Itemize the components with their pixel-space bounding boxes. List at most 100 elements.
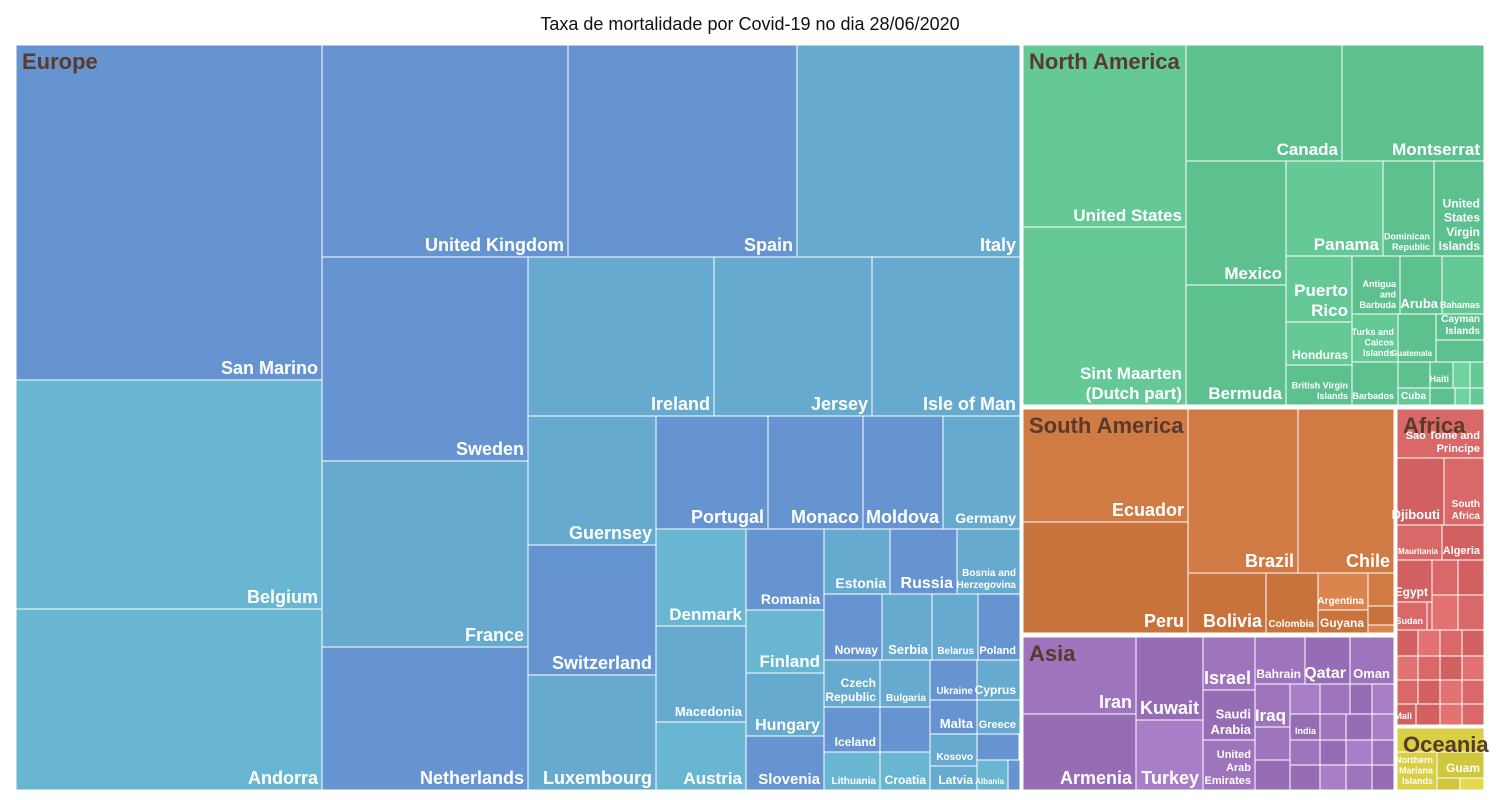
cell-africa-unlabeled [1415, 703, 1441, 726]
label-moldova: Moldova [866, 507, 940, 527]
cell-iceland [823, 706, 881, 753]
label-iran: Iran [1099, 692, 1132, 712]
cell-south-america-unlabeled [1367, 605, 1395, 626]
cell-ecuador [1022, 408, 1189, 523]
label-iceland: Iceland [835, 735, 876, 749]
label-ireland: Ireland [651, 394, 710, 414]
cell-egypt [1396, 559, 1433, 603]
cell-north-america-unlabeled [1469, 361, 1485, 389]
label-italy: Italy [980, 235, 1016, 255]
cell-africa-unlabeled [1439, 679, 1463, 705]
cell-mali [1396, 703, 1417, 726]
cell-asia-unlabeled [1319, 713, 1347, 741]
cell-asia-unlabeled [1289, 764, 1321, 791]
cell-chile [1297, 408, 1395, 574]
cell-africa-unlabeled [1457, 594, 1485, 631]
label-montserrat: Montserrat [1392, 140, 1480, 159]
label-chile: Chile [1346, 551, 1390, 571]
cell-portugal [655, 415, 769, 530]
cell-jersey [713, 256, 873, 417]
label-mexico: Mexico [1224, 264, 1282, 283]
cell-africa-unlabeled [1461, 703, 1485, 726]
label-saudi-arabia: Arabia [1211, 722, 1252, 737]
label-egypt: Egypt [1395, 585, 1428, 599]
cell-andorra [15, 608, 323, 791]
cell-asia-unlabeled [1319, 683, 1351, 715]
label-mali: Mali [1394, 711, 1412, 721]
label-slovenia: Slovenia [758, 771, 820, 788]
label-saudi-arabia: Saudi [1216, 707, 1251, 722]
label-sint-maarten-dutch-part: (Dutch part) [1086, 384, 1182, 403]
cell-asia-unlabeled [1371, 713, 1395, 741]
cell-moldova [862, 415, 944, 530]
cell-india [1289, 713, 1321, 741]
cell-bosnia-and-herzegovina [956, 528, 1021, 595]
label-united-states-virgin-islands: Virgin [1446, 225, 1480, 239]
cell-africa-unlabeled [1431, 594, 1459, 631]
label-austria: Austria [683, 769, 742, 788]
label-oman: Oman [1353, 666, 1390, 681]
cell-qatar [1304, 636, 1351, 685]
cell-turks-and-caicos-islands [1351, 313, 1399, 363]
label-south-africa: South [1452, 499, 1480, 510]
label-united-states-virgin-islands: States [1444, 211, 1480, 225]
cell-macedonia [655, 625, 747, 723]
region-label-asia: Asia [1029, 641, 1076, 666]
chart-title: Taxa de mortalidade por Covid-19 no dia … [540, 14, 960, 34]
cell-africa-unlabeled [1457, 559, 1485, 596]
label-kosovo: Kosovo [936, 752, 973, 763]
cell-honduras [1285, 321, 1353, 366]
label-sao-tome-and-principe: Sao Tome and [1406, 430, 1480, 442]
cell-bulgaria [879, 659, 931, 708]
cell-asia-unlabeled [1319, 739, 1347, 766]
label-british-virgin-islands: Islands [1317, 391, 1348, 401]
label-bahrain: Bahrain [1256, 667, 1301, 681]
cell-asia-unlabeled [1371, 764, 1395, 791]
cell-africa-unlabeled [1396, 679, 1419, 705]
label-norway: Norway [835, 643, 879, 657]
cell-djibouti [1396, 457, 1445, 526]
cell-romania [745, 528, 825, 611]
cell-lithuania [823, 751, 881, 791]
cell-oman [1349, 636, 1395, 685]
cell-europe-unlabeled [1007, 759, 1021, 791]
cell-san-marino [15, 44, 323, 381]
cell-asia-unlabeled [1289, 739, 1321, 766]
label-dominican-republic: Dominican [1384, 231, 1430, 241]
cell-guam [1436, 751, 1485, 779]
cell-kosovo [929, 733, 978, 767]
label-kuwait: Kuwait [1140, 698, 1199, 718]
label-brazil: Brazil [1245, 551, 1294, 571]
cell-asia-unlabeled [1254, 759, 1291, 791]
label-antigua-and-barbuda: Barbuda [1359, 300, 1397, 310]
cell-guyana [1317, 609, 1369, 634]
cell-north-america-unlabeled [1454, 387, 1471, 406]
cell-united-kingdom [321, 44, 569, 258]
label-finland: Finland [760, 652, 820, 671]
label-germany: Germany [955, 510, 1016, 526]
label-poland: Poland [979, 645, 1016, 657]
cell-asia-unlabeled [1345, 713, 1373, 741]
cell-sint-maarten-dutch-part [1022, 226, 1187, 406]
cell-argentina [1317, 572, 1369, 611]
label-croatia: Croatia [885, 773, 927, 787]
label-united-arab-emirates: United [1217, 749, 1251, 761]
label-puerto-rico: Puerto [1294, 281, 1348, 300]
cell-puerto-rico [1285, 255, 1353, 323]
label-netherlands: Netherlands [420, 768, 524, 788]
label-israel: Israel [1204, 668, 1251, 688]
cell-malta [929, 699, 978, 735]
label-honduras: Honduras [1292, 348, 1348, 362]
cell-africa-unlabeled [1417, 629, 1441, 657]
label-djibouti: Djibouti [1392, 507, 1440, 522]
region-label-oceania: Oceania [1403, 732, 1489, 757]
region-label-africa: Africa [1403, 413, 1466, 438]
label-guam: Guam [1446, 761, 1480, 775]
cell-antigua-and-barbuda [1351, 255, 1401, 315]
cell-north-america-unlabeled [1469, 387, 1485, 406]
label-belarus: Belarus [937, 646, 974, 657]
label-mauritania: Mauritania [1398, 547, 1439, 556]
label-india: India [1295, 726, 1317, 736]
label-sweden: Sweden [456, 439, 524, 459]
cell-asia-unlabeled [1289, 683, 1321, 715]
